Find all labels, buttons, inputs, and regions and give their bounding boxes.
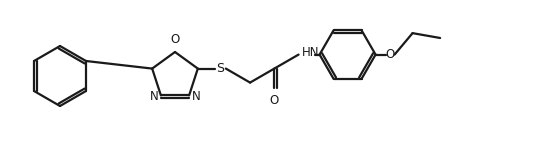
Text: N: N — [192, 90, 200, 103]
Text: N: N — [149, 90, 158, 103]
Text: O: O — [170, 33, 179, 46]
Text: HN: HN — [302, 46, 319, 59]
Text: S: S — [216, 62, 224, 75]
Text: O: O — [270, 94, 279, 107]
Text: O: O — [385, 48, 394, 61]
